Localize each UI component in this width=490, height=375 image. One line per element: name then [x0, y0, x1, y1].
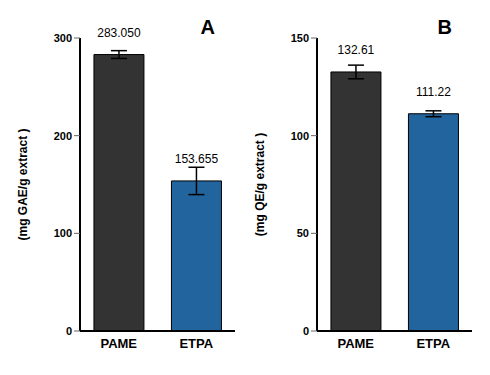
- svg-text:283.050: 283.050: [97, 26, 141, 40]
- svg-text:100: 100: [54, 227, 72, 239]
- html-text:B: B: [437, 16, 452, 38]
- svg-text:100: 100: [291, 130, 309, 142]
- svg-text:PAME: PAME: [100, 336, 137, 351]
- svg-text:(mg QE/g extract ): (mg QE/g extract ): [253, 133, 267, 236]
- svg-text:ETPA: ETPA: [179, 336, 213, 351]
- svg-text:150: 150: [291, 32, 309, 44]
- svg-text:132.61: 132.61: [338, 43, 375, 57]
- svg-text:0: 0: [303, 325, 309, 337]
- svg-text:300: 300: [54, 32, 72, 44]
- svg-text:153.655: 153.655: [175, 152, 219, 166]
- svg-text:200: 200: [54, 130, 72, 142]
- svg-text:0: 0: [66, 325, 72, 337]
- svg-text:111.22: 111.22: [416, 85, 451, 99]
- html-text:A: A: [200, 16, 215, 38]
- svg-text:PAME: PAME: [337, 336, 374, 351]
- svg-text:50: 50: [297, 227, 309, 239]
- svg-text:ETPA: ETPA: [416, 336, 450, 351]
- svg-text:(mg GAE/g extract ): (mg GAE/g extract ): [16, 128, 30, 240]
